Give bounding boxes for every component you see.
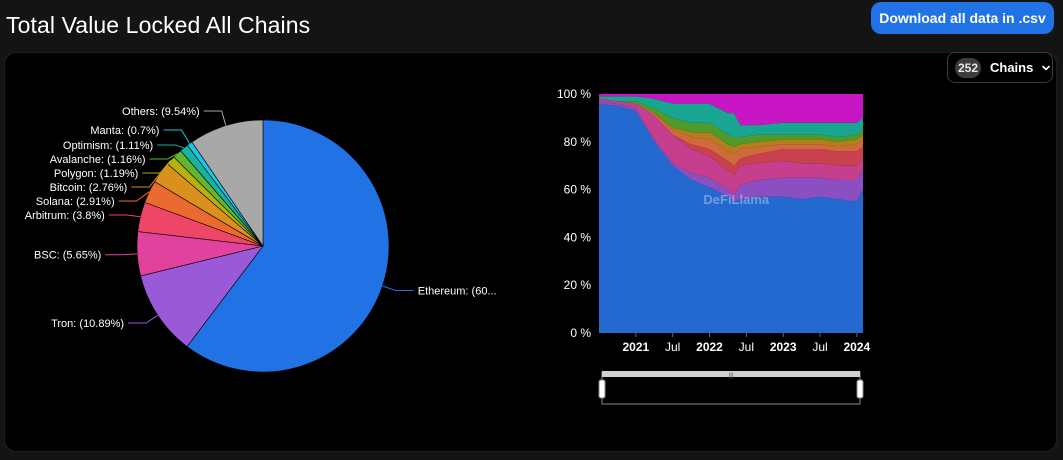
y-tick-label: 20 %	[564, 278, 592, 292]
pie-chart: Ethereum: (60... Tron: (10.89%) BSC: (5.65…	[25, 106, 497, 373]
area-series-2	[599, 98, 863, 195]
x-tick-label: Jul	[812, 340, 827, 354]
chains-select-label: Chains	[990, 60, 1034, 75]
pie-slice-others[interactable]	[191, 119, 264, 247]
x-tick-label: 2023	[770, 340, 797, 354]
y-tick-label: 0 %	[570, 326, 591, 340]
pie-leader-line	[108, 214, 141, 218]
y-tick-label: 100 %	[557, 87, 591, 101]
pie-slice-ethereum[interactable]	[186, 119, 390, 373]
zoom-grip-icon[interactable]: |||	[729, 373, 734, 379]
zoom-slider-bar[interactable]	[602, 371, 860, 377]
x-tick-label: Jul	[739, 340, 754, 354]
pie-leader-line	[382, 285, 414, 291]
pie-label-polygon: Polygon: (1.19%)	[54, 168, 138, 180]
pie-label-others: Others: (9.54%)	[122, 106, 200, 118]
pie-leader-line	[142, 160, 171, 174]
pie-label-bitcoin: Bitcoin: (2.76%)	[50, 182, 128, 194]
pie-leader-line	[118, 191, 150, 202]
area-series-5	[599, 98, 863, 154]
area-series-0	[599, 103, 863, 333]
download-csv-button[interactable]: Download all data in .csv	[871, 2, 1054, 34]
area-chart: DeFiLlama 0 % 20 % 40 % 60 % 80 % 100 % 2021 Jul…	[557, 87, 871, 405]
pie-label-bsc: BSC: (5.65%)	[34, 250, 101, 262]
x-tick-label: Jul	[665, 340, 680, 354]
pie-label-arbitrum: Arbitrum: (3.8%)	[25, 210, 105, 222]
pie-leader-line	[203, 110, 227, 126]
watermark-defillama: DeFiLlama	[703, 192, 770, 207]
y-tick-label: 60 %	[564, 183, 592, 197]
area-series-8	[599, 94, 863, 126]
pie-leader-line	[149, 153, 178, 160]
area-series-6	[599, 98, 863, 147]
pie-label-optimism: Optimism: (1.11%)	[63, 140, 153, 152]
area-series-7	[599, 96, 863, 137]
zoom-handle-right[interactable]	[856, 379, 864, 399]
pie-label-avalanche: Avalanche: (1.16%)	[50, 154, 146, 166]
pie-label-solana: Solana: (2.91%)	[36, 196, 115, 208]
area-series-3	[599, 98, 863, 176]
page-title: Total Value Locked All Chains	[6, 12, 311, 38]
area-series-4	[599, 98, 863, 166]
y-tick-label: 40 %	[564, 230, 592, 244]
area-series-1	[599, 101, 863, 202]
pie-leader-line	[163, 129, 191, 144]
pie-leader-line	[131, 172, 162, 188]
pie-label-tron: Tron: (10.89%)	[51, 318, 124, 330]
pie-label-ethereum: Ethereum: (60...	[418, 285, 497, 297]
pie-leader-line	[105, 253, 138, 256]
x-tick-label: 2021	[622, 340, 649, 354]
chains-select[interactable]: 252 Chains	[947, 52, 1053, 83]
y-tick-label: 80 %	[564, 135, 592, 149]
chains-count-badge: 252	[955, 57, 981, 78]
x-tick-label: 2024	[844, 340, 871, 354]
x-tick-label: 2022	[696, 340, 723, 354]
zoom-slider[interactable]: |||	[598, 371, 864, 405]
pie-label-manta: Manta: (0.7%)	[90, 125, 159, 137]
pie-leader-line	[128, 314, 159, 324]
pie-leader-line	[157, 144, 185, 149]
zoom-handle-left[interactable]	[598, 379, 606, 399]
chevron-down-icon	[1041, 63, 1051, 73]
